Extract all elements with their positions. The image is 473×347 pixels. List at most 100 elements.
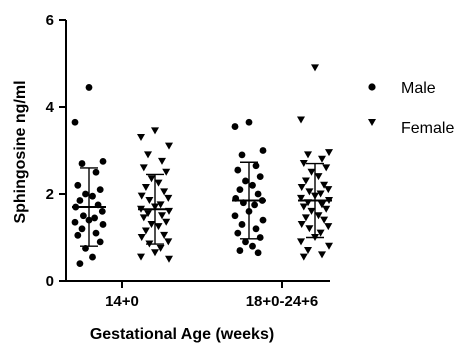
data-point-male [256,234,264,241]
data-point-female [158,157,166,165]
data-point-female [314,212,323,220]
legend-male-marker [368,83,376,91]
legend-female-marker [368,119,376,126]
data-point-female [164,238,173,246]
y-axis-title: Sphingosine ng/ml [12,80,29,223]
data-point-male [71,218,79,226]
data-point-male [76,197,84,204]
data-point-female [145,197,154,205]
data-point-female [160,188,169,196]
legend: Male Female [368,80,454,137]
y-tick-label: 4 [46,99,55,116]
data-point-male [80,212,87,220]
data-point-male [245,118,253,126]
data-point-female [324,223,333,231]
data-point-female [299,160,308,168]
mean-sd-bars [72,161,332,247]
data-point-female [305,188,314,196]
data-point-female [137,253,145,261]
data-point-male [234,166,242,174]
data-point-male [74,231,82,239]
data-point-female [304,151,312,159]
data-point-female [318,155,326,163]
data-point-male [252,162,260,170]
data-point-female [137,234,146,241]
data-point-female [297,220,306,228]
axes [65,20,330,282]
data-point-male [236,247,244,254]
data-point-female [305,225,314,233]
data-point-male [78,225,86,233]
y-ticks: 0 2 4 6 [46,12,66,290]
data-point-male [99,157,107,165]
x-tick-label: 18+0-24+6 [246,293,319,310]
y-tick-label: 6 [46,12,54,29]
data-point-male [89,192,96,200]
data-point-male [242,238,249,246]
x-axis-title: Gestational Age (weeks) [90,326,274,343]
data-point-male [78,160,86,167]
data-point-female [158,212,166,220]
data-point-male [259,147,267,154]
data-point-female [162,218,171,226]
data-point-male [92,229,100,237]
data-point-female [139,164,148,172]
data-point-female [156,244,165,252]
data-point-male [234,229,242,237]
data-point-male [242,177,249,185]
data-point-female [139,214,148,222]
data-point-female [156,201,165,209]
data-point-female [137,192,146,200]
data-point-female [304,247,312,255]
y-tick-label: 2 [46,186,54,203]
data-point-female [299,253,308,261]
data-point-female [160,231,169,239]
data-point-female [147,220,156,228]
data-point-male [231,123,239,130]
data-point-male [99,221,107,228]
data-point-female [297,238,305,246]
data-point-female [322,164,331,172]
data-point-female [137,133,145,141]
data-point-male [236,186,244,194]
data-point-female [324,186,333,194]
data-point-male [254,249,262,257]
data-point-female [151,249,159,257]
data-point-male [254,190,262,198]
data-point-male [256,173,264,181]
data-point-male [96,186,104,194]
data-point-female [151,127,159,135]
data-point-male [238,221,246,228]
data-point-female [318,201,326,209]
data-point-male [82,190,89,198]
data-point-female [325,149,333,157]
data-point-female [314,173,323,181]
data-point-male [96,238,104,246]
data-point-female [320,216,329,224]
data-point-male [249,242,256,250]
data-point-male [76,260,84,267]
data-point-female [316,229,325,237]
data-point-male [71,118,79,126]
data-point-female [141,183,150,191]
x-ticks: 14+0 18+0-24+6 [105,281,318,310]
data-point-female [311,64,319,72]
data-point-male [231,212,239,220]
data-point-male [252,225,260,233]
data-point-male [85,84,93,91]
data-point-female [322,205,331,213]
data-point-female [165,142,173,150]
data-point-female [307,168,316,176]
data-point-female [141,227,150,235]
data-point-male [259,216,267,224]
data-point-female [164,194,173,202]
data-point-female [144,151,152,159]
data-point-female [297,183,306,191]
data-point-female [162,168,171,176]
data-point-female [144,210,152,218]
data-point-female [307,207,316,215]
data-point-female [165,255,173,263]
data-point-male [92,168,100,176]
data-point-female [318,251,326,259]
